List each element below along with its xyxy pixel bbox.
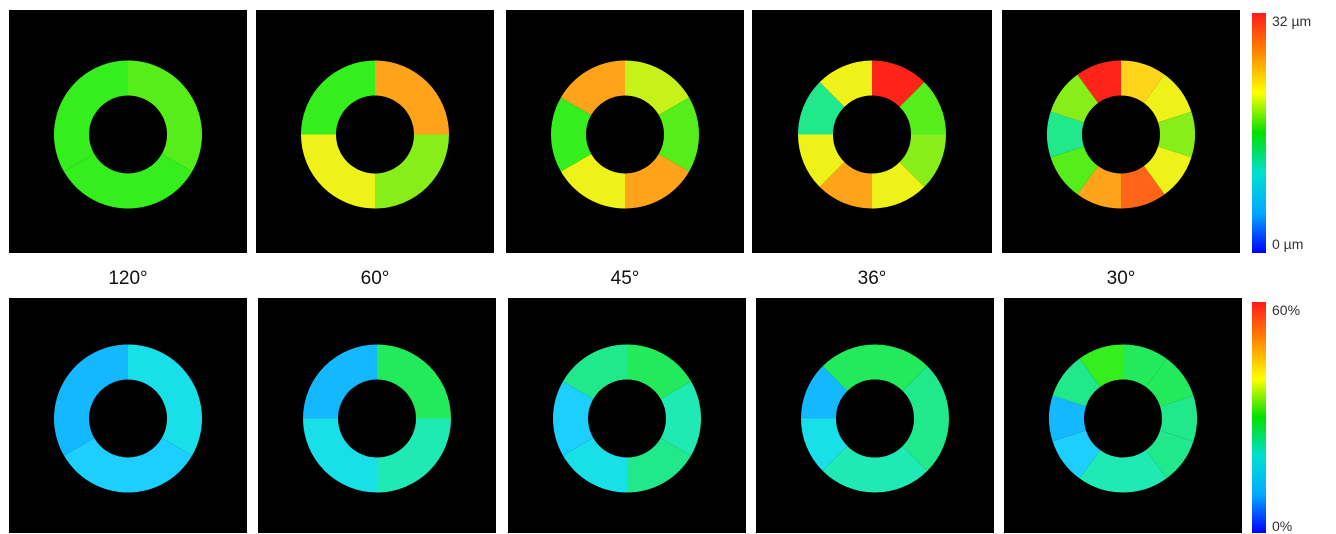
bottom-colorbar xyxy=(1252,302,1266,533)
top-panel-30 xyxy=(1002,10,1240,253)
ring-segment xyxy=(899,82,946,135)
bottom-colorbar-max-label: 60% xyxy=(1272,302,1301,318)
ring-segment xyxy=(1052,430,1101,479)
ring-segment xyxy=(303,344,377,419)
ring-segment xyxy=(902,418,949,471)
ring-segment xyxy=(899,134,946,187)
angle-label-60: 60° xyxy=(360,268,390,289)
ring-segment xyxy=(1077,60,1121,103)
ring-segment xyxy=(303,418,377,493)
ring-segment xyxy=(660,381,701,456)
top-ring-45 xyxy=(551,60,699,209)
ring-segment xyxy=(301,134,375,209)
top-ring-120 xyxy=(54,60,202,209)
ring-segment xyxy=(875,344,928,391)
ring-segment xyxy=(822,446,875,493)
ring-segment xyxy=(562,344,627,399)
angle-label-45: 45° xyxy=(610,268,640,289)
top-ring-60 xyxy=(301,60,449,209)
ring-segment xyxy=(1160,395,1197,442)
ring-segment xyxy=(872,162,925,209)
ring-segment xyxy=(1121,60,1165,103)
ring-segment xyxy=(798,134,845,187)
ring-segment xyxy=(562,438,627,493)
ring-segment xyxy=(1079,344,1123,387)
ring-segment xyxy=(377,418,451,493)
ring-segment xyxy=(560,60,625,115)
ring-segment xyxy=(128,60,202,172)
ring-segment xyxy=(819,162,872,209)
top-panel-60 xyxy=(256,10,494,253)
ring-segment xyxy=(1143,146,1192,195)
ring-segment xyxy=(801,418,848,471)
ring-segment xyxy=(553,381,594,456)
ring-segment xyxy=(658,97,699,172)
bottom-panel-36 xyxy=(756,298,994,533)
ring-segment xyxy=(54,344,129,456)
angle-label-120: 120° xyxy=(108,268,148,289)
ring-segment xyxy=(1047,111,1084,158)
ring-segment xyxy=(627,344,692,399)
ring-segment xyxy=(560,154,625,209)
ring-segment xyxy=(1050,146,1099,195)
ring-segment xyxy=(875,446,928,493)
ring-segment xyxy=(627,438,692,493)
bottom-ring-30 xyxy=(1049,344,1197,493)
top-colorbar-max-label: 32 µm xyxy=(1272,13,1312,29)
ring-segment xyxy=(801,366,848,419)
ring-segment xyxy=(1050,74,1099,123)
ring-segment xyxy=(63,154,193,209)
bottom-ring-60 xyxy=(303,344,451,493)
ring-segment xyxy=(822,344,875,391)
ring-segment xyxy=(375,134,449,209)
bottom-panel-45 xyxy=(508,298,746,533)
ring-segment xyxy=(625,60,690,115)
ring-segment xyxy=(301,60,375,135)
ring-segment xyxy=(798,82,845,135)
angle-label-30: 30° xyxy=(1106,268,1136,289)
ring-segment xyxy=(1077,166,1121,209)
ring-segment xyxy=(902,366,949,419)
top-ring-30 xyxy=(1047,60,1195,209)
ring-segment xyxy=(54,60,129,172)
top-panel-36 xyxy=(752,10,992,253)
bottom-panel-60 xyxy=(258,298,496,533)
bottom-panel-120 xyxy=(9,298,247,533)
ring-segment xyxy=(1123,450,1167,493)
top-ring-36 xyxy=(798,60,946,209)
ring-segment xyxy=(1049,395,1086,442)
bottom-colorbar-min-label: 0% xyxy=(1272,518,1293,534)
ring-segment xyxy=(1079,450,1123,493)
ring-segment xyxy=(1145,430,1194,479)
bottom-ring-36 xyxy=(801,344,949,493)
bottom-panel-30 xyxy=(1004,298,1242,533)
ring-segment xyxy=(377,344,451,419)
ring-segment xyxy=(375,60,449,135)
ring-segment xyxy=(625,154,690,209)
top-panel-45 xyxy=(506,10,744,253)
ring-segment xyxy=(1143,74,1192,123)
ring-segment xyxy=(872,60,925,107)
ring-segment xyxy=(1123,344,1167,387)
ring-segment xyxy=(63,438,193,493)
ring-segment xyxy=(551,97,592,172)
ring-segment xyxy=(1158,111,1195,158)
ring-segment xyxy=(1145,358,1194,407)
ring-segment xyxy=(128,344,202,456)
ring-segment xyxy=(1052,358,1101,407)
ring-segment xyxy=(819,60,872,107)
bottom-ring-45 xyxy=(553,344,701,493)
bottom-ring-120 xyxy=(54,344,202,493)
angle-label-36: 36° xyxy=(857,268,887,289)
top-panel-120 xyxy=(9,10,247,253)
ring-segment xyxy=(1121,166,1165,209)
top-colorbar-min-label: 0 µm xyxy=(1272,236,1304,252)
top-colorbar xyxy=(1252,13,1266,253)
